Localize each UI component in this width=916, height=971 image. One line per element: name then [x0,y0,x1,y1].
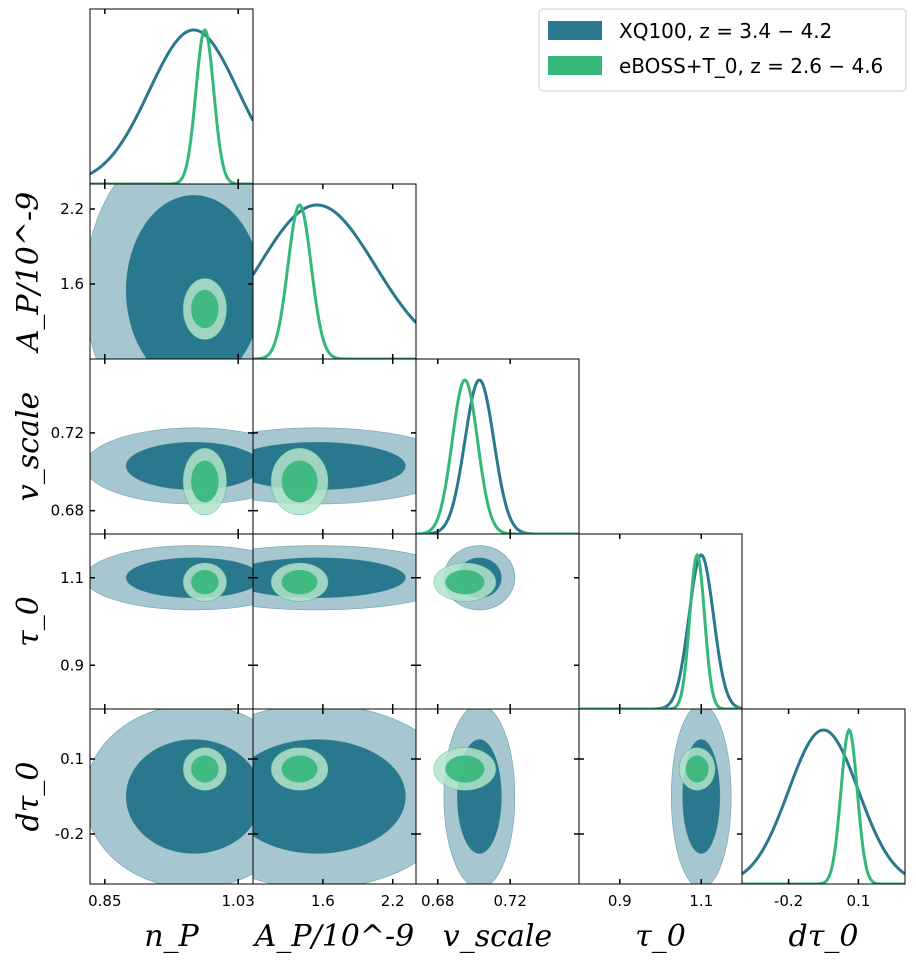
x-axis-label: n_P [144,919,199,954]
legend-swatch-0 [548,21,602,40]
marginal-curve-1-series-1 [253,203,416,359]
marginal-curve-0-series-1 [90,28,253,184]
marginal-curve-4-series-1 [742,727,905,884]
panel-content [90,28,253,184]
panel-3-3 [578,533,743,710]
contour-68-2-1-series-1 [281,460,318,503]
y-tick-label: 0.1 [60,750,84,768]
contour-68-3-0-series-1 [191,569,219,595]
y-tick-label: 2.2 [60,200,84,218]
y-tick-label: -0.2 [55,825,84,843]
panel-content [253,203,416,359]
panel-4-2 [415,708,580,885]
panel-content [416,378,579,534]
panels-layer [89,8,906,885]
panel-content [90,709,253,884]
panel-content [90,184,253,359]
panel-4-3 [578,708,743,885]
x-tick-label: 1.1 [689,892,713,910]
panel-4-4 [741,708,906,885]
panel-content [579,552,742,709]
x-axis-label: v_scale [443,919,552,954]
x-tick-label: 0.1 [846,892,870,910]
panel-content [671,709,732,884]
panel-content [90,427,253,516]
y-tick-label: 0.68 [51,502,84,520]
panel-3-0 [89,533,254,710]
marginal-curve-4-series-0 [742,728,905,876]
y-axis-label: τ_0 [11,596,46,647]
marginal-curve-3-series-0 [579,553,742,709]
panel-2-1 [252,358,417,535]
legend-label-1: eBOSS+T_0, z = 2.6 − 4.6 [619,54,883,78]
x-tick-label: 0.9 [608,892,632,910]
panel-4-1 [252,708,417,885]
marginal-curve-0-series-0 [90,28,253,176]
y-tick-label: 0.9 [60,656,84,674]
marginal-curve-2-series-1 [416,378,579,534]
panel-frame [89,8,254,185]
marginal-curve-2-series-0 [416,378,579,534]
legend-swatch-1 [548,56,602,75]
contour-68-2-0-series-1 [191,460,219,503]
x-axis-label: dτ_0 [789,919,859,954]
panel-4-0 [89,708,254,885]
x-tick-label: 0.68 [421,892,454,910]
marginal-curve-3-series-1 [579,552,742,709]
panel-content [90,545,253,611]
x-tick-label: 0.72 [493,892,526,910]
panel-3-1 [252,533,417,710]
y-axis-label: A_P/10^-9 [11,192,46,355]
x-axis-label: A_P/10^-9 [252,919,415,954]
x-axis-label: τ_0 [635,919,686,954]
panel-3-2 [415,533,580,710]
y-axis-label: dτ_0 [11,762,46,832]
contour-68-4-3-series-1 [685,755,709,783]
legend: XQ100, z = 3.4 − 4.2 eBOSS+T_0, z = 2.6 −… [538,8,907,92]
marginal-curve-1-series-0 [253,203,416,324]
panel-frame [741,708,906,885]
contour-68-1-0-series-1 [191,289,219,329]
contour-68-4-1-series-1 [281,755,318,783]
ticks-layer [90,9,860,884]
panel-content [253,545,416,611]
y-axis-label: v_scale [11,392,46,501]
contour-68-3-1-series-1 [281,569,318,595]
contour-68-4-0-series-1 [191,755,219,783]
labels-layer: 0.85 1.03 n_P 1.6 2.2 A_P/10^-9 0.68 0.72 v_scal… [11,192,870,954]
contour-68-4-2-series-1 [445,755,485,783]
panel-0-0 [89,8,254,185]
panel-2-2 [415,358,580,535]
contour-68-3-2-series-1 [445,569,485,595]
legend-box [538,8,907,92]
x-tick-label: 1.03 [221,892,254,910]
panel-content [433,709,516,884]
panel-2-0 [89,358,254,535]
legend-label-0: XQ100, z = 3.4 − 4.2 [619,19,832,43]
y-tick-label: 1.6 [60,275,84,293]
panel-content [742,727,905,884]
panel-content [433,545,516,611]
y-tick-label: 0.72 [51,424,84,442]
panel-content [253,709,416,884]
x-tick-label: 2.2 [381,892,405,910]
x-tick-label: 0.85 [88,892,121,910]
panel-content [253,427,416,516]
x-tick-label: -0.2 [774,892,803,910]
panel-1-1 [252,183,417,360]
x-tick-label: 1.6 [311,892,335,910]
y-tick-label: 1.1 [60,569,84,587]
panel-frame [578,533,743,710]
